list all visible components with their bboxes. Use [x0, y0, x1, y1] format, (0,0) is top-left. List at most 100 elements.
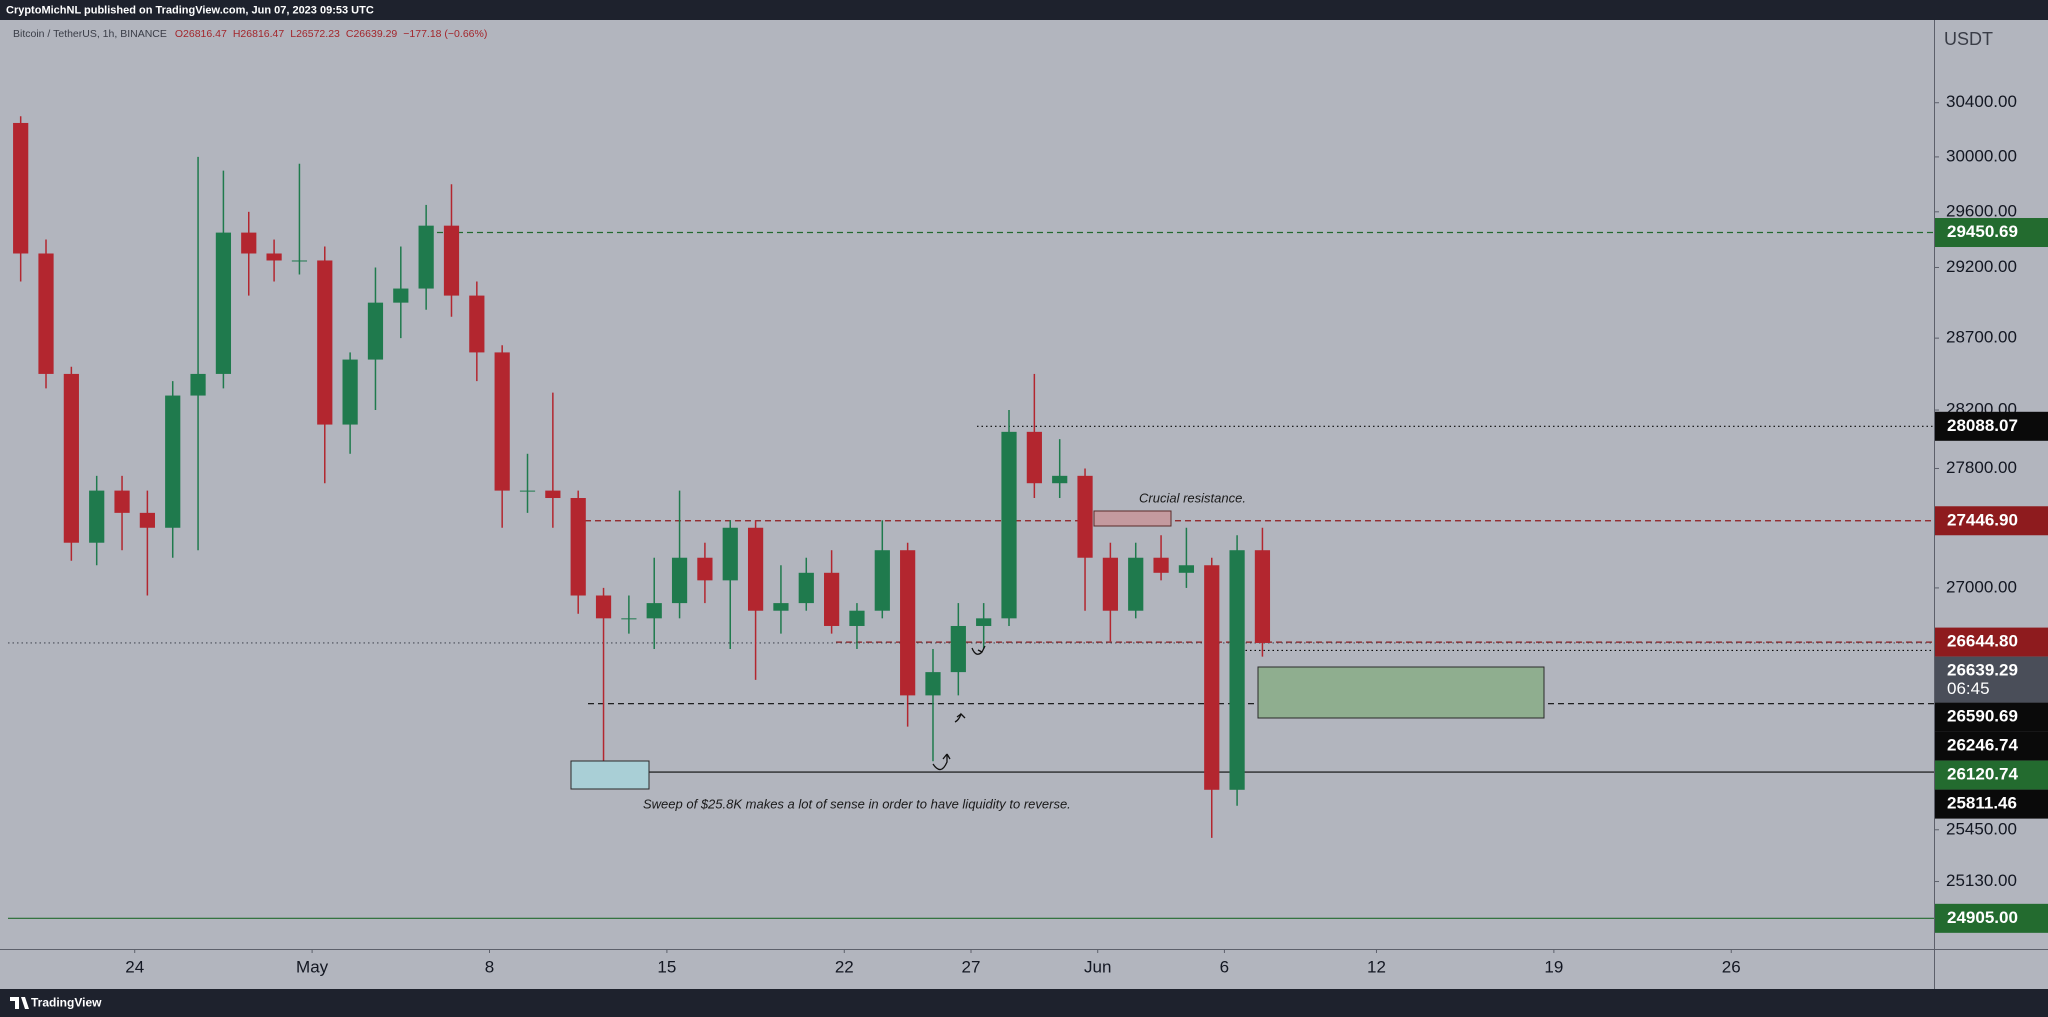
candle-body — [393, 288, 409, 303]
x-tick-label: 8 — [485, 957, 494, 976]
candle-body — [976, 618, 992, 626]
candle-body — [215, 232, 232, 374]
candle-body — [621, 618, 637, 620]
candle-body — [291, 260, 308, 262]
price-label: 26644.80 — [1947, 632, 2018, 651]
candle-body — [798, 572, 814, 604]
price-label: 24905.00 — [1947, 908, 2018, 927]
price-label: 26246.74 — [1947, 736, 2018, 755]
price-label-box — [1935, 702, 2048, 732]
candle-body — [342, 359, 358, 425]
y-tick-label: 27000.00 — [1946, 577, 2017, 596]
legend-value: O26816.47 — [175, 28, 227, 40]
demand-zone — [1257, 666, 1545, 719]
y-tick-label: 29200.00 — [1946, 257, 2017, 276]
y-tick-label: 30400.00 — [1946, 92, 2017, 111]
y-tick-label: 28700.00 — [1946, 328, 2017, 347]
legend: Bitcoin / TetherUS, 1h, BINANCE O26816.4… — [13, 28, 487, 40]
candle-body — [1178, 565, 1195, 573]
symbol-title: Bitcoin / TetherUS, 1h, BINANCE — [13, 28, 167, 40]
candle-body — [13, 122, 29, 254]
y-tick-label: 25450.00 — [1946, 819, 2017, 838]
candle-body — [443, 225, 460, 296]
legend-value: C26639.29 — [346, 28, 398, 40]
candle-body — [722, 527, 738, 581]
y-tick-label: 27800.00 — [1946, 458, 2017, 477]
candle-body — [1077, 475, 1093, 558]
x-tick-label: Jun — [1084, 957, 1111, 976]
price-axis: 30400.00 30000.00 29600.00 29200.00 28700.00… — [1934, 92, 2048, 933]
annotation: Sweep of $25.8K makes a lot of sense in … — [643, 796, 1071, 811]
candle-body — [900, 550, 916, 696]
candle-body — [1128, 557, 1144, 611]
candle-body — [241, 232, 257, 254]
footer-bar — [0, 989, 2048, 1017]
plot-area — [8, 116, 1934, 919]
candle-body — [595, 595, 612, 619]
header-bar — [0, 0, 2048, 20]
brand: TradingView — [31, 996, 102, 1010]
brand-logo — [10, 997, 29, 1009]
candle-body — [646, 603, 662, 619]
x-tick-label: 19 — [1544, 957, 1563, 976]
candle-body — [950, 625, 966, 673]
x-tick-label: 12 — [1367, 957, 1386, 976]
price-label-box — [1935, 506, 2048, 536]
price-label-box — [1935, 627, 2048, 657]
price-label: 29450.69 — [1947, 222, 2018, 241]
candle-body — [317, 260, 333, 425]
candle-body — [849, 610, 865, 626]
annotation: Crucial resistance. — [1139, 490, 1246, 505]
currency-label: USDT — [1944, 29, 1993, 49]
candle-body — [519, 490, 536, 492]
candle-body — [824, 572, 840, 626]
candle-body — [1052, 475, 1068, 484]
resistance-box — [1093, 510, 1172, 527]
price-label: 26590.69 — [1947, 707, 2018, 726]
candle-body — [925, 672, 941, 696]
price-label-box — [1935, 731, 2048, 761]
price-label: 26120.74 — [1947, 765, 2018, 784]
y-tick-label: 30000.00 — [1946, 146, 2017, 165]
candle-body — [494, 352, 510, 491]
price-label-box — [1935, 656, 2048, 703]
price-label: 27446.90 — [1947, 510, 2018, 529]
candle-body — [545, 490, 561, 499]
sweep-box — [570, 760, 650, 790]
publisher: CryptoMichNL published on TradingView.co… — [6, 4, 374, 16]
candle-body — [1229, 550, 1245, 790]
x-tick-label: 26 — [1722, 957, 1741, 976]
candle-body — [1153, 557, 1169, 573]
x-tick-label: 24 — [125, 957, 144, 976]
candle-body — [367, 302, 384, 360]
candle-body — [747, 527, 764, 611]
y-tick-label: 29600.00 — [1946, 201, 2017, 220]
x-tick-label: 22 — [835, 957, 854, 976]
candle-body — [469, 295, 485, 353]
candle-body — [1102, 557, 1118, 611]
candle-body — [773, 603, 789, 611]
candle-body — [1254, 550, 1271, 643]
x-tick-label: 15 — [657, 957, 676, 976]
arrow — [954, 712, 966, 723]
countdown: 06:45 — [1947, 679, 1990, 698]
price-label-box — [1935, 760, 2048, 790]
candle-body — [570, 498, 586, 596]
price-label-box — [1935, 218, 2048, 248]
x-tick-label: 6 — [1220, 957, 1229, 976]
candle-body — [266, 253, 282, 261]
x-tick-label: May — [296, 957, 329, 976]
candle-body — [1026, 431, 1042, 484]
candle-body — [38, 253, 54, 374]
candle-body — [1204, 565, 1220, 790]
legend-value: −177.18 (−0.66%) — [403, 28, 487, 40]
candle-body — [114, 490, 130, 513]
candle-body — [697, 557, 713, 581]
arrow — [932, 753, 951, 771]
arrow — [971, 645, 986, 655]
candle-body — [139, 512, 155, 528]
price-label: 25811.46 — [1947, 794, 2017, 813]
x-tick-label: 27 — [962, 957, 981, 976]
